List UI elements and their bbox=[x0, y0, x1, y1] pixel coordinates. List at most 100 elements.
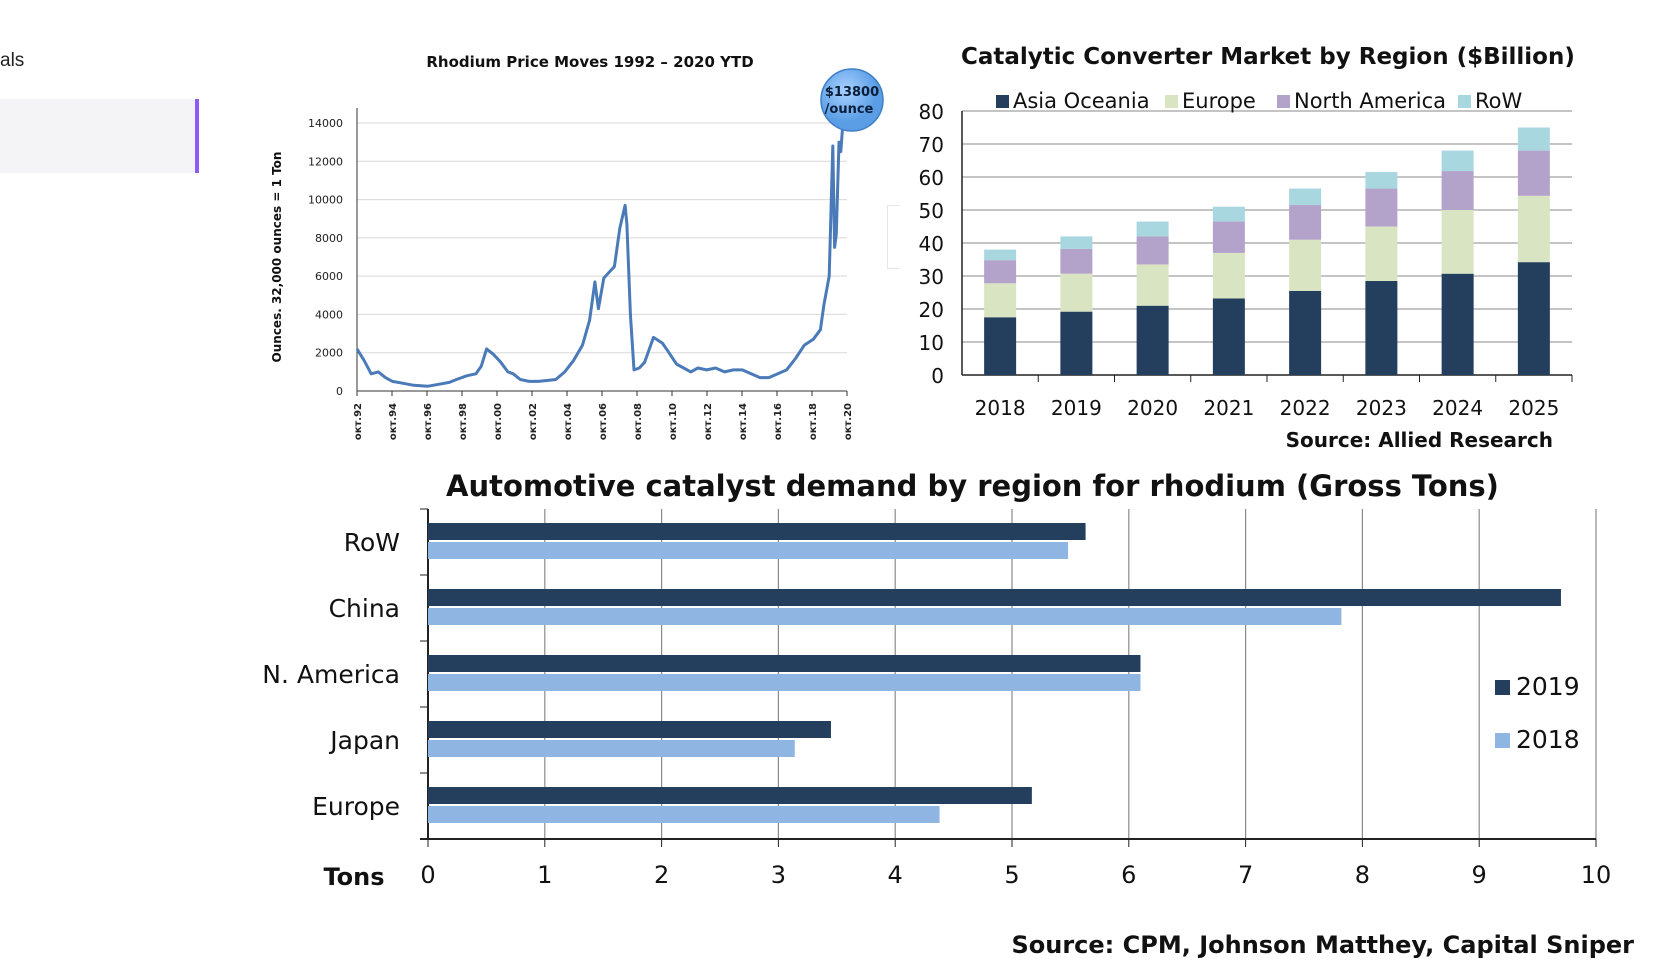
bar-segment-europe bbox=[1212, 252, 1245, 299]
x-tick-label: 2025 bbox=[1508, 396, 1559, 420]
y-tick-label: 20 bbox=[919, 298, 944, 322]
y-tick-label: 10000 bbox=[308, 194, 343, 207]
catalytic-converter-market-chart: Catalytic Converter Market by Region ($B… bbox=[919, 44, 1575, 452]
bar-segment-north-america bbox=[1212, 221, 1245, 253]
price-badge-value: $13800 bbox=[825, 85, 879, 100]
bar-2019 bbox=[428, 787, 1032, 804]
x-tick-label: 1 bbox=[537, 861, 552, 889]
x-tick-label: 2 bbox=[654, 861, 669, 889]
y-tick-label: 70 bbox=[919, 133, 944, 157]
x-tick-label: 2020 bbox=[1127, 396, 1178, 420]
x-tick-label: окт.98 bbox=[458, 403, 469, 440]
x-tick-label: 10 bbox=[1581, 861, 1612, 889]
x-tick-label: окт.00 bbox=[493, 403, 504, 440]
y-tick-label: Japan bbox=[328, 726, 400, 755]
y-tick-label: 0 bbox=[336, 385, 343, 398]
x-tick-label: 0 bbox=[420, 861, 435, 889]
legend-label: 2018 bbox=[1516, 725, 1580, 754]
legend-label: North America bbox=[1294, 89, 1446, 113]
x-tick-label: 3 bbox=[771, 861, 786, 889]
x-tick-label: окт.10 bbox=[668, 403, 679, 440]
bar-segment-asia-oceania bbox=[1441, 273, 1474, 375]
bar-segment-row bbox=[1212, 206, 1245, 222]
legend-label: 2019 bbox=[1516, 672, 1580, 701]
bar-segment-europe bbox=[1060, 273, 1093, 312]
x-tick-label: 7 bbox=[1238, 861, 1253, 889]
y-tick-label: 8000 bbox=[315, 232, 343, 245]
x-tick-label: 2019 bbox=[1051, 396, 1102, 420]
bar-segment-north-america bbox=[1060, 248, 1093, 274]
bar-segment-europe bbox=[1441, 210, 1474, 274]
bar-segment-asia-oceania bbox=[984, 317, 1017, 375]
x-tick-label: окт.14 bbox=[738, 403, 749, 440]
bar-segment-europe bbox=[1517, 195, 1550, 263]
bar-2019 bbox=[428, 523, 1086, 540]
bar-segment-north-america bbox=[1517, 150, 1550, 196]
x-tick-label: окт.20 bbox=[843, 403, 854, 440]
x-tick-label: 2022 bbox=[1280, 396, 1331, 420]
price-line bbox=[355, 126, 845, 388]
bar-segment-asia-oceania bbox=[1212, 298, 1245, 375]
bar-2019 bbox=[428, 589, 1561, 606]
x-tick-label: 2023 bbox=[1356, 396, 1407, 420]
bar-segment-europe bbox=[984, 283, 1017, 318]
x-tick-label: 4 bbox=[888, 861, 903, 889]
x-tick-label: 9 bbox=[1472, 861, 1487, 889]
x-tick-label: окт.18 bbox=[808, 403, 819, 440]
y-axis-label: Ounces. 32,000 ounces = 1 Ton bbox=[270, 152, 284, 363]
bar-2019 bbox=[428, 721, 831, 738]
bar-segment-europe bbox=[1289, 239, 1322, 291]
y-tick-label: Europe bbox=[312, 792, 400, 821]
bar-2018 bbox=[428, 542, 1069, 559]
x-tick-label: окт.08 bbox=[633, 403, 644, 440]
bar-segment-row bbox=[1136, 221, 1169, 237]
bar-segment-north-america bbox=[1289, 205, 1322, 240]
bar-segment-row bbox=[1060, 236, 1093, 249]
y-tick-label: 80 bbox=[919, 100, 944, 124]
bar-segment-north-america bbox=[984, 260, 1017, 284]
x-tick-label: окт.92 bbox=[353, 403, 364, 440]
y-tick-label: 0 bbox=[931, 364, 944, 388]
bar-segment-asia-oceania bbox=[1517, 262, 1550, 375]
legend-swatch bbox=[1277, 95, 1290, 108]
chart-title: Automotive catalyst demand by region for… bbox=[446, 469, 1499, 503]
legend-swatch bbox=[1495, 680, 1510, 695]
y-tick-label: 40 bbox=[919, 232, 944, 256]
bar-2018 bbox=[428, 806, 940, 823]
y-tick-label: N. America bbox=[262, 660, 400, 689]
tooltip-edge bbox=[887, 205, 900, 269]
bar-segment-row bbox=[1441, 150, 1474, 172]
x-tick-label: окт.12 bbox=[703, 403, 714, 440]
bar-segment-row bbox=[984, 249, 1017, 261]
bar-2018 bbox=[428, 608, 1342, 625]
y-tick-label: 10 bbox=[919, 331, 944, 355]
legend-swatch bbox=[996, 95, 1009, 108]
chart-source: Source: Allied Research bbox=[1286, 428, 1553, 452]
y-tick-label: 12000 bbox=[308, 155, 343, 168]
price-badge-unit: /ounce bbox=[825, 102, 874, 117]
sidebar-item-label[interactable]: als bbox=[0, 50, 25, 71]
bar-segment-row bbox=[1517, 127, 1550, 151]
chart-source: Source: CPM, Johnson Matthey, Capital Sn… bbox=[1011, 931, 1634, 959]
bar-2018 bbox=[428, 674, 1141, 691]
x-tick-label: 6 bbox=[1121, 861, 1136, 889]
y-tick-label: 4000 bbox=[315, 308, 343, 321]
y-tick-label: China bbox=[329, 594, 400, 623]
y-tick-label: 2000 bbox=[315, 347, 343, 360]
x-tick-label: окт.06 bbox=[598, 403, 609, 440]
bar-segment-north-america bbox=[1136, 236, 1169, 265]
y-tick-label: 30 bbox=[919, 265, 944, 289]
legend-label: Asia Oceania bbox=[1013, 89, 1150, 113]
bar-segment-north-america bbox=[1441, 171, 1474, 210]
legend-swatch bbox=[1165, 95, 1178, 108]
x-tick-label: окт.94 bbox=[388, 403, 399, 440]
bar-segment-asia-oceania bbox=[1136, 305, 1169, 375]
chart-title: Catalytic Converter Market by Region ($B… bbox=[961, 44, 1575, 70]
sidebar-selected-item[interactable] bbox=[0, 99, 199, 173]
legend-swatch bbox=[1458, 95, 1471, 108]
bar-segment-asia-oceania bbox=[1289, 290, 1322, 375]
x-tick-label: окт.16 bbox=[773, 403, 784, 440]
bar-2019 bbox=[428, 655, 1141, 672]
legend-label: RoW bbox=[1475, 89, 1522, 113]
